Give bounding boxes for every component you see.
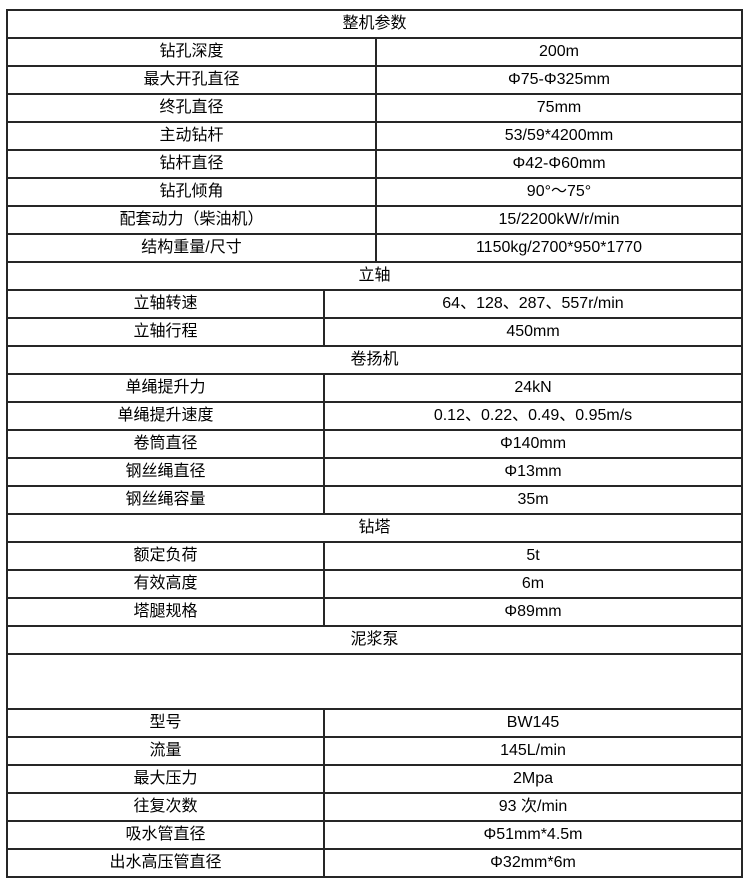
param-label: 立轴转速 (8, 291, 325, 317)
section-header-row: 钻塔 (8, 515, 741, 543)
param-value: 93 次/min (498, 798, 568, 815)
spec-row: 钻孔倾角 90°～75° (8, 179, 741, 207)
param-value: 15/2200kW/r/min (498, 211, 620, 228)
section-header: 钻塔 (358, 519, 391, 536)
spec-row: 往复次数 93 次/min (8, 794, 741, 822)
param-value: 200m (538, 43, 580, 60)
param-value: 6m (521, 575, 545, 592)
param-value: Φ140mm (499, 435, 567, 452)
param-label: 主动钻杆 (8, 123, 377, 149)
param-label: 终孔直径 (8, 95, 377, 121)
param-label: 钢丝绳容量 (8, 487, 325, 513)
param-value: 2Mpa (512, 770, 554, 787)
spec-row: 卷筒直径 Φ140mm (8, 431, 741, 459)
param-label: 额定负荷 (8, 543, 325, 569)
param-value: 53/59*4200mm (504, 127, 614, 144)
spec-row: 最大压力 2Mpa (8, 766, 741, 794)
param-label: 往复次数 (8, 794, 325, 820)
spec-row: 立轴转速 64、128、287、557r/min (8, 291, 741, 319)
param-label: 钻孔倾角 (8, 179, 377, 205)
param-value: 1150kg/2700*950*1770 (475, 239, 643, 256)
spec-table: 整机参数钻孔深度 200m 最大开孔直径 Φ75-Φ325mm 终孔直径 75mm 主动钻杆… (6, 9, 743, 878)
section-header: 卷扬机 (350, 351, 399, 368)
spec-row: 有效高度 6m (8, 571, 741, 599)
param-label: 结构重量/尺寸 (8, 235, 377, 261)
param-value: 35m (517, 491, 549, 508)
spec-row: 单绳提升速度 0.12、0.22、0.49、0.95m/s (8, 403, 741, 431)
section-header-row: 整机参数 (8, 11, 741, 39)
param-label: 单绳提升力 (8, 375, 325, 401)
spec-row: 配套动力（柴油机） 15/2200kW/r/min (8, 207, 741, 235)
spec-row: 钢丝绳直径 Φ13mm (8, 459, 741, 487)
section-header-row: 卷扬机 (8, 347, 741, 375)
param-value: Φ75-Φ325mm (507, 71, 610, 88)
param-label: 卷筒直径 (8, 431, 325, 457)
param-value: Φ42-Φ60mm (512, 155, 606, 172)
param-value: 64、128、287、557r/min (442, 295, 624, 312)
param-label: 吸水管直径 (8, 822, 325, 848)
param-value: BW145 (506, 714, 560, 731)
param-value: 0.12、0.22、0.49、0.95m/s (433, 407, 633, 424)
param-value: 145L/min (500, 742, 566, 759)
param-value: Φ32mm*6m (490, 854, 576, 871)
spec-row: 吸水管直径 Φ51mm*4.5m (8, 822, 741, 850)
param-label: 有效高度 (8, 571, 325, 597)
param-value: Φ13mm (504, 463, 562, 480)
param-label: 最大开孔直径 (8, 67, 377, 93)
spec-row: 终孔直径 75mm (8, 95, 741, 123)
section-header-row: 立轴 (8, 263, 741, 291)
param-label: 塔腿规格 (8, 599, 325, 625)
param-value: 5t (526, 547, 540, 564)
param-label: 配套动力（柴油机） (8, 207, 377, 233)
spec-row: 钢丝绳容量 35m (8, 487, 741, 515)
param-label: 型号 (8, 710, 325, 736)
spec-row: 立轴行程 450mm (8, 319, 741, 347)
spec-row: 出水高压管直径 Φ32mm*6m (8, 850, 741, 876)
spec-row: 额定负荷 5t (8, 543, 741, 571)
param-label: 钻孔深度 (8, 39, 377, 65)
spec-row: 最大开孔直径 Φ75-Φ325mm (8, 67, 741, 95)
param-label: 单绳提升速度 (8, 403, 325, 429)
spec-row: 单绳提升力 24kN (8, 375, 741, 403)
spec-row: 型号 BW145 (8, 710, 741, 738)
spec-row: 钻孔深度 200m (8, 39, 741, 67)
param-label: 流量 (8, 738, 325, 764)
param-value: Φ51mm*4.5m (483, 826, 583, 843)
param-label: 最大压力 (8, 766, 325, 792)
param-value: 450mm (506, 323, 560, 340)
empty-spacer-row (8, 655, 741, 710)
param-value: 24kN (514, 379, 552, 396)
spec-row: 结构重量/尺寸 1150kg/2700*950*1770 (8, 235, 741, 263)
param-label: 钻杆直径 (8, 151, 377, 177)
param-value: Φ89mm (504, 603, 562, 620)
param-label: 出水高压管直径 (8, 850, 325, 876)
section-header-row: 泥浆泵 (8, 627, 741, 655)
section-header: 泥浆泵 (350, 631, 399, 648)
spec-row: 钻杆直径 Φ42-Φ60mm (8, 151, 741, 179)
spec-row: 塔腿规格 Φ89mm (8, 599, 741, 627)
param-value: 75mm (536, 99, 582, 116)
spec-row: 主动钻杆 53/59*4200mm (8, 123, 741, 151)
spec-row: 流量 145L/min (8, 738, 741, 766)
section-header: 整机参数 (342, 15, 407, 32)
section-header: 立轴 (358, 267, 391, 284)
param-label: 立轴行程 (8, 319, 325, 345)
param-label: 钢丝绳直径 (8, 459, 325, 485)
param-value: 90°～75° (526, 183, 592, 200)
